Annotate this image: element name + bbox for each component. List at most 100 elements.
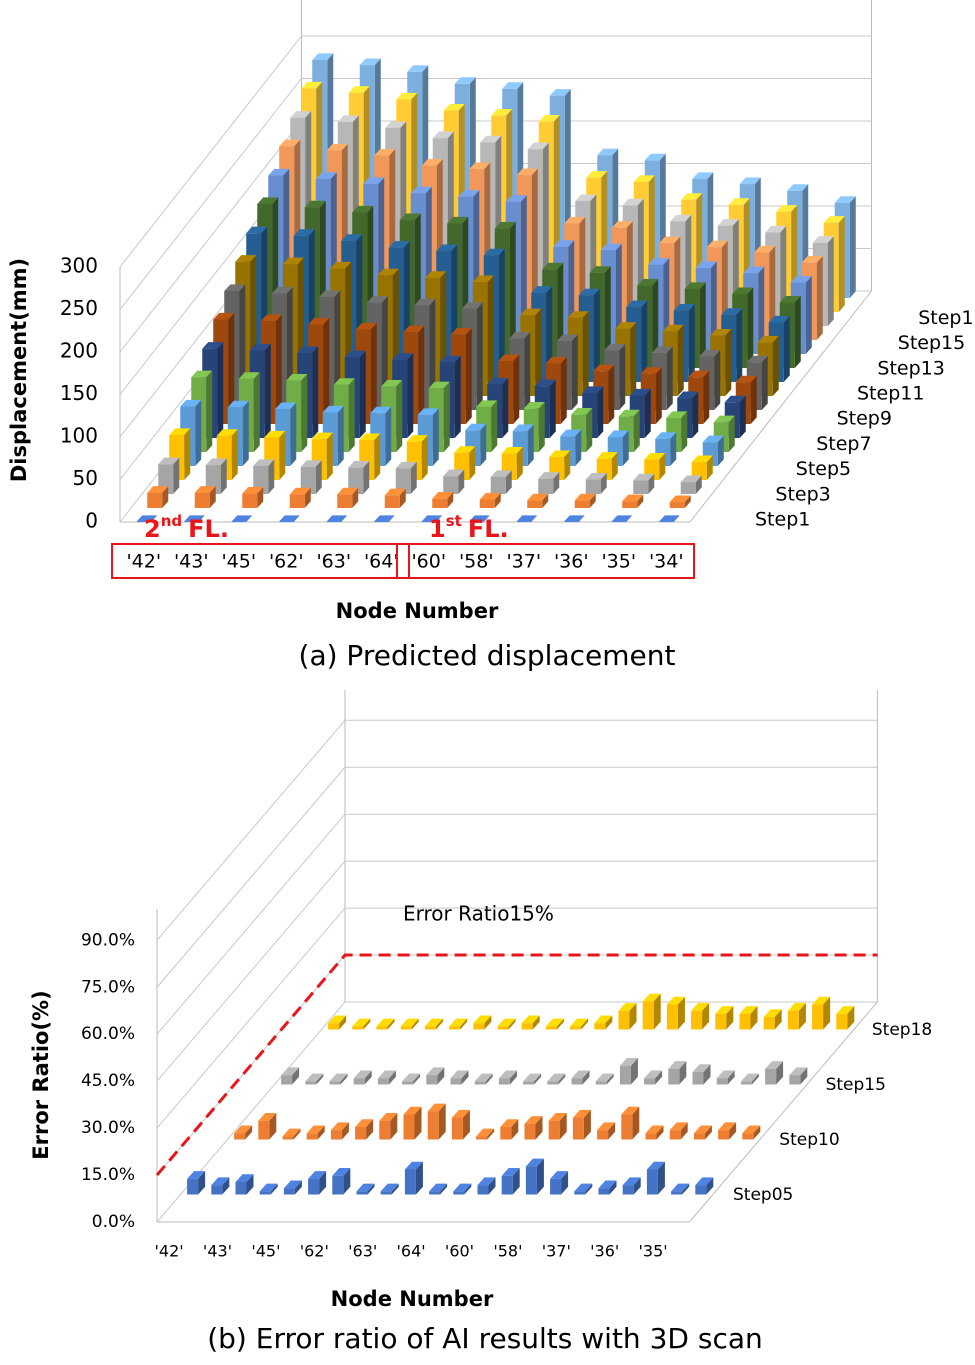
y-tick-label: 100	[60, 424, 98, 448]
bar-top	[403, 1106, 422, 1115]
bar-side	[245, 1125, 253, 1140]
bar	[300, 466, 316, 494]
bar-top	[521, 1015, 540, 1024]
bar-top	[497, 1018, 516, 1027]
bar	[377, 1078, 389, 1085]
bar-side	[535, 308, 542, 396]
bar	[763, 1016, 775, 1030]
x-tick-label: '60'	[445, 1242, 474, 1261]
bar-side	[702, 1003, 710, 1030]
bar-top	[715, 1006, 734, 1014]
bar-side	[465, 328, 472, 424]
bar-side	[604, 266, 611, 368]
bar	[524, 1123, 536, 1140]
bar	[521, 1023, 533, 1030]
bar-top	[525, 1158, 544, 1167]
bar-top	[567, 311, 589, 318]
bar	[474, 1081, 486, 1085]
bar-top	[315, 172, 337, 179]
bar-top	[498, 354, 520, 362]
bar-top	[374, 148, 396, 156]
bar-side	[736, 308, 743, 382]
bar	[597, 1130, 609, 1140]
bar-top	[388, 241, 410, 248]
bar-side	[704, 1125, 712, 1140]
bar-side	[556, 1018, 564, 1030]
bar-side	[184, 428, 191, 480]
bar-side	[480, 423, 487, 466]
bar-top	[282, 257, 304, 265]
bar-top	[147, 486, 169, 493]
bar-side	[387, 1018, 395, 1030]
bar	[384, 495, 400, 508]
grid-line	[156, 907, 878, 1129]
bar-top	[187, 1171, 206, 1179]
bar-top	[329, 1073, 348, 1082]
bar-top	[384, 488, 406, 496]
bar-top	[286, 374, 308, 381]
bar-top	[655, 432, 677, 439]
x-axis-title: Node Number	[336, 599, 499, 623]
bar-side	[364, 1070, 372, 1085]
bar-side	[553, 472, 560, 494]
bar-top	[359, 433, 381, 441]
bar-side	[593, 288, 600, 382]
bar	[538, 478, 554, 494]
bar	[451, 1117, 463, 1140]
bar	[574, 500, 590, 508]
bar	[671, 1191, 683, 1195]
bar-side	[509, 222, 516, 368]
bar-top	[574, 493, 596, 501]
bar-side	[688, 304, 695, 382]
bar-top	[352, 205, 374, 213]
bar-top	[326, 515, 348, 522]
grid-line	[156, 766, 878, 988]
x-tick-label: '43'	[174, 551, 209, 573]
bar-side	[269, 1113, 277, 1140]
floor-text: FL.	[468, 515, 509, 543]
bar-side	[538, 402, 545, 452]
bar-top	[453, 1183, 472, 1192]
bar-top	[728, 198, 750, 205]
bar-top	[633, 473, 655, 481]
bar	[619, 1065, 631, 1085]
bar-side	[407, 353, 414, 438]
bar-top	[348, 86, 370, 93]
bar	[235, 1181, 247, 1195]
y-tick-label: 0.0%	[92, 1212, 135, 1232]
bar	[621, 1114, 633, 1140]
bar-side	[435, 1018, 443, 1030]
bar-side	[641, 300, 648, 382]
bar-side	[659, 453, 666, 480]
bar-side	[527, 424, 534, 466]
bar-top	[691, 1003, 710, 1011]
bar-side	[337, 405, 344, 466]
bar-side	[559, 1113, 567, 1140]
bar-top	[183, 515, 205, 522]
bar-top	[395, 461, 417, 469]
bar	[545, 1026, 557, 1030]
threshold-label: Error Ratio15%	[403, 902, 554, 926]
bar-side	[339, 1015, 347, 1030]
bar-top	[718, 1122, 737, 1131]
bar	[453, 1191, 465, 1195]
bar-side	[443, 381, 450, 452]
bar-side	[476, 302, 483, 410]
bar-top	[572, 1109, 591, 1118]
bar-top	[414, 298, 436, 306]
bar	[742, 1133, 754, 1140]
bar-side	[800, 1067, 808, 1085]
bar	[355, 1126, 367, 1140]
bar-side	[487, 1128, 495, 1140]
bar-side	[564, 450, 571, 480]
bar	[353, 1078, 365, 1085]
bar-top	[231, 515, 253, 522]
bar-top	[312, 53, 334, 60]
bar	[716, 1078, 728, 1085]
y-tick-label: 45.0%	[81, 1071, 135, 1091]
bar-side	[644, 388, 651, 438]
bar-top	[812, 236, 834, 243]
bar	[432, 498, 448, 508]
bar-top	[235, 255, 257, 262]
bar-top	[293, 229, 315, 236]
